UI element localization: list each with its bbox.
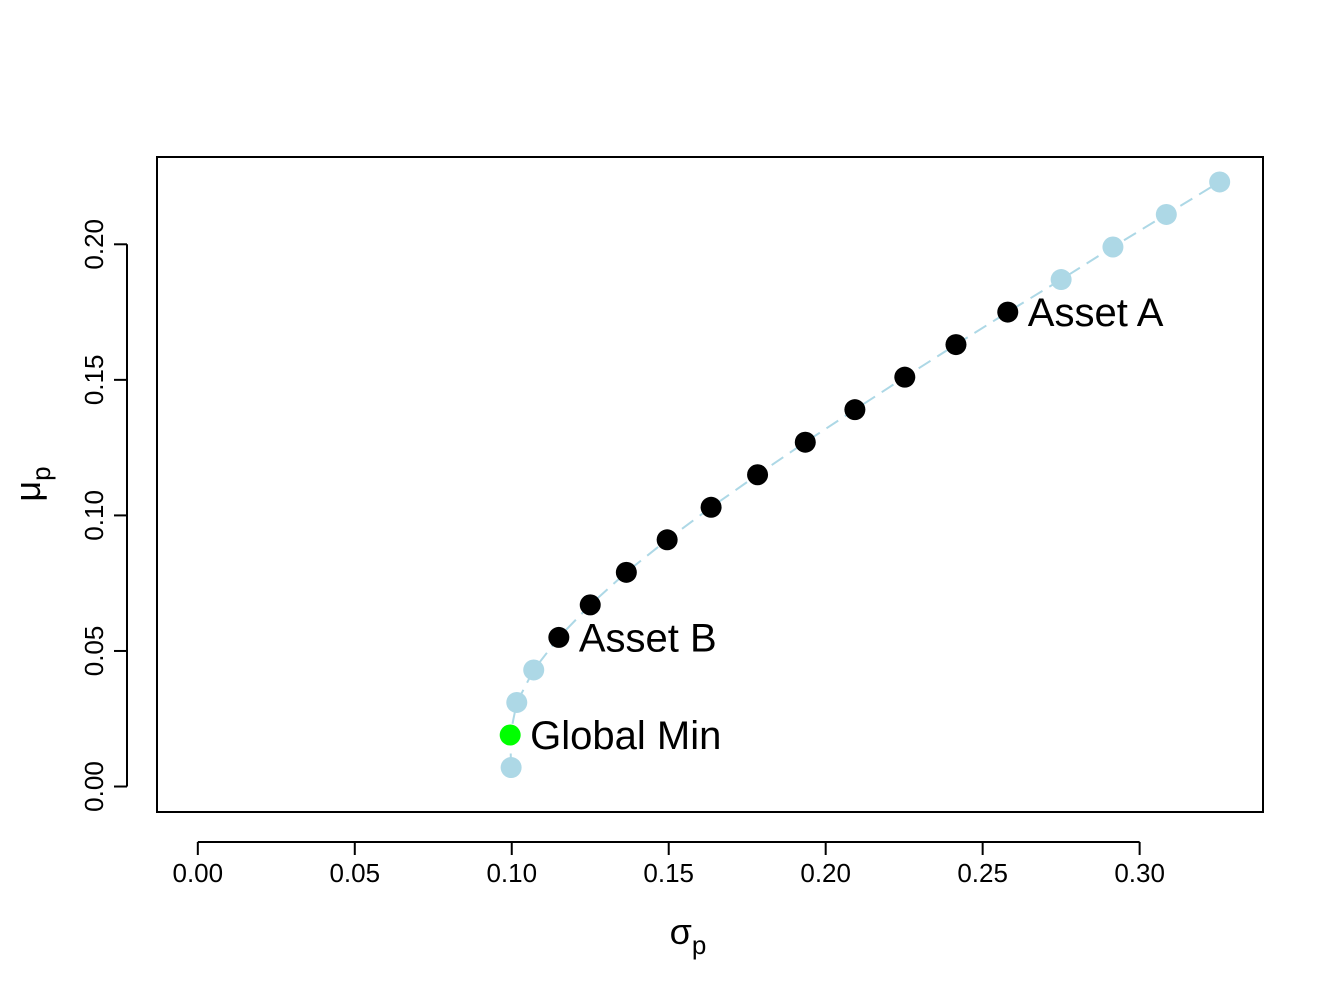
portfolio-point <box>1102 236 1124 258</box>
point-annotation: Asset A <box>1028 291 1164 335</box>
x-axis: 0.00 0.05 0.10 0.15 0.20 0.25 0.30 <box>173 841 1165 888</box>
point-annotation: Global Min <box>530 714 721 758</box>
frontier-line <box>509 181 1221 768</box>
portfolio-point <box>656 529 678 551</box>
portfolio-point <box>997 301 1019 323</box>
y-tick-label: 0.00 <box>79 761 109 812</box>
x-axis-title-subscript: p <box>692 930 706 960</box>
y-tick-label: 0.10 <box>79 490 109 541</box>
frontier-line-layer <box>509 181 1221 768</box>
portfolio-point <box>1155 203 1177 225</box>
y-tick-label: 0.05 <box>79 626 109 677</box>
portfolio-point <box>1050 269 1072 291</box>
portfolio-point <box>500 757 522 779</box>
portfolio-point <box>506 691 528 713</box>
y-axis-title-subscript: p <box>26 466 56 480</box>
x-tick-label: 0.30 <box>1114 858 1165 888</box>
portfolio-point <box>894 366 916 388</box>
y-axis: 0.00 0.05 0.10 0.15 0.20 <box>79 219 128 812</box>
portfolio-point <box>794 431 816 453</box>
points-layer <box>499 171 1231 779</box>
portfolio-point <box>579 594 601 616</box>
portfolio-point <box>747 464 769 486</box>
x-tick-label: 0.10 <box>486 858 537 888</box>
x-tick-label: 0.00 <box>173 858 224 888</box>
x-tick-label: 0.20 <box>800 858 851 888</box>
x-tick-label: 0.15 <box>643 858 694 888</box>
plot-frame <box>156 156 1264 813</box>
x-axis-title: σp <box>670 911 707 960</box>
y-tick-label: 0.20 <box>79 219 109 270</box>
portfolio-point <box>1209 171 1231 193</box>
portfolio-point <box>499 724 521 746</box>
portfolio-point <box>700 496 722 518</box>
x-tick-label: 0.25 <box>957 858 1008 888</box>
y-axis-title: μp <box>7 466 56 501</box>
y-tick-label: 0.15 <box>79 355 109 406</box>
portfolio-point <box>844 399 866 421</box>
point-annotation: Asset B <box>579 616 717 660</box>
x-axis-title-symbol: σ <box>670 911 692 952</box>
portfolio-point <box>615 561 637 583</box>
portfolio-point <box>548 626 570 648</box>
y-axis-title-symbol: μ <box>7 481 48 502</box>
portfolio-point <box>945 334 967 356</box>
x-tick-label: 0.05 <box>329 858 380 888</box>
portfolio-point <box>523 659 545 681</box>
annotation-layer: Asset A Asset B Global Min <box>530 291 1164 758</box>
